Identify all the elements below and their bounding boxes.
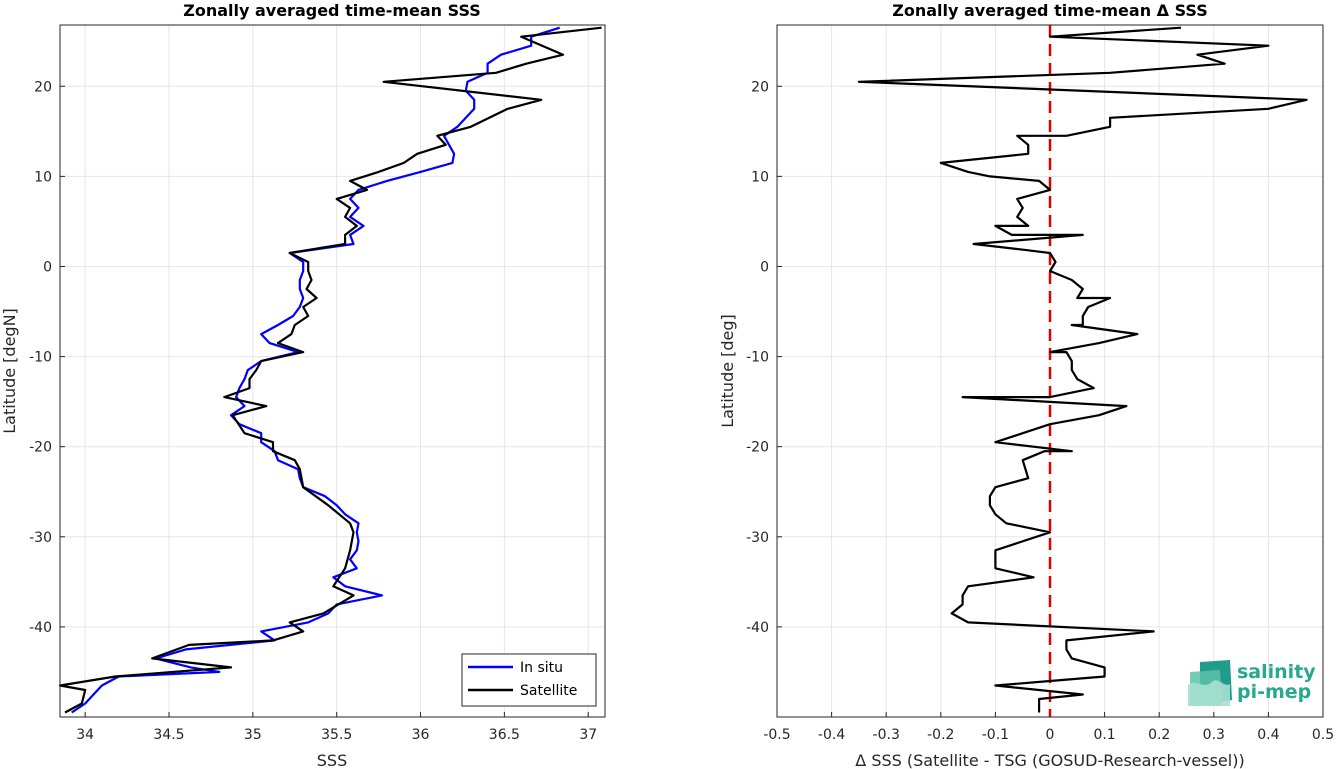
right-chart-title: Zonally averaged time-mean Δ SSS	[892, 1, 1208, 20]
left-x-tick-label: 34.5	[153, 727, 184, 743]
right-y-tick-label: -30	[746, 530, 769, 546]
right-panel: Zonally averaged time-mean Δ SSS -0.5 -0.…	[718, 1, 1334, 769]
legend-box	[461, 653, 597, 707]
legend-label-satellite: Satellite	[520, 683, 577, 699]
legend: In situ Satellite	[461, 653, 597, 707]
logo-text-salinity: salinity	[1237, 661, 1316, 683]
left-grid	[60, 25, 605, 717]
legend-label-in-situ: In situ	[520, 660, 563, 676]
right-series-line-delta-sss	[857, 26, 1308, 713]
left-plot-area	[60, 25, 605, 717]
left-x-tick-label: 37	[579, 727, 597, 743]
left-x-tick-label: 35.5	[321, 727, 352, 743]
right-x-tick-label: 0.1	[1093, 727, 1115, 743]
right-series-group	[857, 26, 1308, 713]
right-y-tick-label: -20	[746, 440, 769, 456]
left-y-tick-label: -10	[29, 350, 52, 366]
right-y-tick-label: 0	[760, 259, 769, 275]
right-y-tick-labels: -40 -30 -20 -10 0 10 20	[746, 79, 769, 636]
left-x-tick-label: 34	[76, 727, 94, 743]
right-y-axis-label: Latitude [deg]	[718, 314, 737, 428]
left-y-tick-label: -40	[29, 620, 52, 636]
right-x-tick-label: 0.3	[1203, 727, 1225, 743]
left-x-tick-label: 36	[412, 727, 430, 743]
right-x-tick-label: 0.4	[1257, 727, 1279, 743]
right-x-tick-label: -0.3	[873, 727, 900, 743]
left-y-axis-label: Latitude [degN]	[0, 308, 19, 434]
left-x-axis-label: SSS	[317, 751, 347, 769]
left-axes-box	[59, 24, 606, 718]
logo-wave-icon	[1188, 660, 1232, 706]
right-x-tick-label: -0.1	[982, 727, 1009, 743]
right-y-tick-label: -40	[746, 620, 769, 636]
left-y-tick-labels: -40 -30 -20 -10 0 10 20	[29, 79, 52, 636]
salinity-pi-mep-logo: salinity pi-mep	[1188, 660, 1316, 706]
right-x-tick-label: -0.2	[927, 727, 954, 743]
right-y-tick-label: -10	[746, 350, 769, 366]
left-y-tick-label: 10	[34, 169, 52, 185]
left-x-tick-label: 35	[244, 727, 262, 743]
left-series-group	[58, 26, 602, 714]
left-y-tick-label: -30	[29, 530, 52, 546]
right-axes-box	[776, 24, 1324, 718]
right-x-tick-label: -0.5	[763, 727, 790, 743]
left-x-tick-labels: 34 34.5 35 35.5 36 36.5 37	[76, 727, 597, 743]
left-y-tick-label: -20	[29, 440, 52, 456]
left-series-line-satellite	[58, 26, 602, 714]
right-x-tick-label: -0.4	[818, 727, 845, 743]
logo-text-pi-mep: pi-mep	[1237, 681, 1311, 703]
left-panel: Zonally averaged time-mean SSS 34 34.5 35 3…	[0, 1, 606, 769]
right-x-tick-label: 0.5	[1312, 727, 1334, 743]
right-y-tick-label: 20	[751, 79, 769, 95]
right-x-axis-label: Δ SSS (Satellite - TSG (GOSUD-Research-v…	[855, 751, 1244, 769]
right-x-tick-label: 0.2	[1148, 727, 1170, 743]
right-y-tick-label: 10	[751, 169, 769, 185]
left-x-tick-label: 36.5	[489, 727, 520, 743]
right-x-tick-label: 0	[1046, 727, 1055, 743]
right-x-tick-labels: -0.5 -0.4 -0.3 -0.2 -0.1 0 0.1 0.2 0.3 0.4 0.5	[763, 727, 1334, 743]
left-y-tick-label: 20	[34, 79, 52, 95]
left-chart-title: Zonally averaged time-mean SSS	[183, 1, 481, 20]
left-y-tick-label: 0	[43, 259, 52, 275]
